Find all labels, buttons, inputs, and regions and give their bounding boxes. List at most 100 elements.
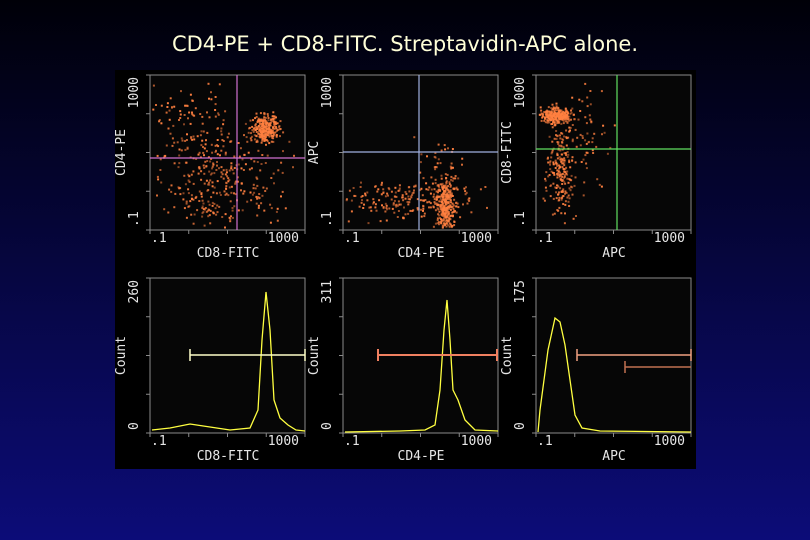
dot (262, 133, 265, 136)
dot (444, 209, 447, 212)
marker-gate (624, 361, 691, 373)
dot (273, 131, 276, 134)
dot (434, 209, 437, 212)
dot (441, 185, 444, 188)
dot (401, 196, 404, 199)
dot (256, 161, 259, 163)
dot (564, 182, 567, 185)
dot (216, 164, 218, 167)
dot (206, 209, 209, 212)
dot (435, 198, 438, 201)
dot (205, 179, 208, 182)
dot (540, 112, 543, 115)
dot (214, 144, 217, 147)
dot (203, 147, 206, 150)
x-tick-label: 1000 (268, 434, 299, 449)
dot (449, 185, 452, 188)
dot (226, 175, 229, 178)
dot (589, 118, 592, 121)
dot (410, 195, 413, 198)
dot (407, 186, 410, 189)
dot (585, 122, 588, 125)
dot (450, 162, 453, 165)
dot (550, 170, 553, 173)
dot (256, 184, 259, 187)
dot (444, 213, 447, 216)
dot (543, 119, 546, 122)
dot (422, 199, 425, 202)
dot (404, 191, 407, 193)
dot (581, 137, 584, 139)
dot (434, 222, 437, 225)
dot (446, 207, 449, 210)
dot (568, 205, 571, 207)
dot (275, 125, 277, 128)
dot (261, 139, 264, 142)
dot (567, 118, 570, 120)
dot (168, 118, 171, 121)
dot (442, 224, 445, 227)
dot (203, 182, 206, 185)
dot (192, 222, 195, 225)
dot (253, 126, 256, 129)
dot (214, 115, 217, 118)
dot (573, 184, 576, 187)
dot (248, 127, 250, 130)
dot (556, 118, 559, 121)
dot (190, 213, 193, 216)
dot (259, 123, 262, 126)
dot (250, 199, 253, 202)
dot (557, 172, 560, 175)
dot (560, 144, 563, 147)
dot (257, 126, 260, 129)
dot (579, 144, 582, 147)
dot (557, 170, 560, 173)
dot (254, 138, 256, 141)
dot (444, 184, 447, 187)
dot (398, 184, 401, 187)
dot (442, 184, 445, 187)
dot (563, 115, 566, 118)
dot (275, 135, 278, 138)
dot (385, 219, 388, 222)
dot (215, 169, 218, 171)
dot (554, 159, 557, 162)
dot (358, 205, 361, 208)
dot (467, 198, 470, 201)
dot (251, 129, 254, 132)
dot (264, 121, 267, 124)
dot (397, 200, 400, 203)
dot (562, 119, 565, 122)
dot (366, 199, 369, 202)
dot (565, 137, 568, 140)
dot (187, 117, 189, 120)
y-tick-label: 0 (127, 422, 142, 430)
dot (354, 195, 357, 197)
dot (448, 195, 451, 198)
dot (253, 191, 256, 194)
dot (421, 194, 424, 197)
dot (273, 123, 276, 125)
dot (544, 111, 547, 114)
dot (190, 197, 193, 200)
dot (394, 204, 397, 207)
dot (552, 197, 555, 200)
dot (164, 154, 167, 157)
dot (450, 192, 453, 195)
y-tick-label: .1 (513, 211, 528, 227)
dot (392, 203, 395, 206)
dot (550, 119, 552, 122)
dot (191, 138, 194, 141)
dot (273, 115, 276, 118)
dot (275, 210, 278, 213)
dot (202, 164, 205, 167)
dot (262, 122, 265, 125)
x-tick-label: .1 (537, 434, 553, 449)
dot (198, 151, 201, 154)
dot (211, 165, 214, 168)
dot (429, 206, 432, 209)
dot (551, 116, 554, 119)
dot (582, 158, 585, 161)
dot (427, 188, 430, 191)
